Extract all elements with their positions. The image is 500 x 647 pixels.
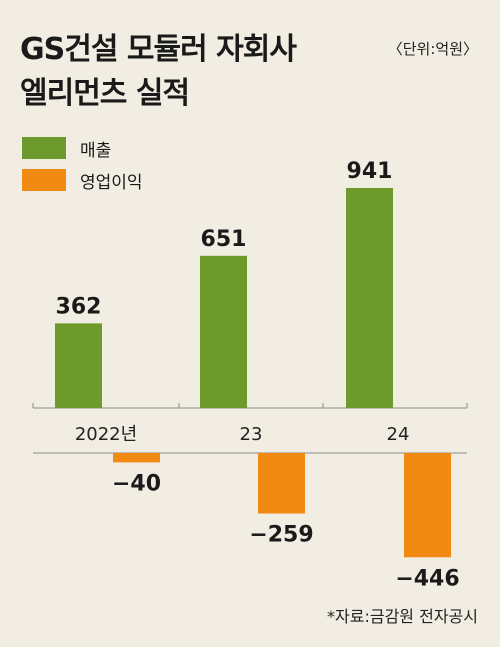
operating-profit-value-label-1: −259	[249, 523, 313, 548]
category-label-0: 2022년	[75, 424, 137, 445]
category-label-2: 24	[387, 424, 410, 445]
sales-value-label-1: 651	[201, 227, 247, 252]
sales-bar-1	[200, 255, 247, 408]
operating-profit-value-label-2: −446	[395, 566, 459, 591]
title-line-1: GS건설 모듈러 자회사	[20, 32, 297, 67]
operating-profit-bar-0	[113, 453, 160, 463]
legend-swatch-sales	[22, 137, 66, 159]
legend-item-sales: 매출	[22, 132, 143, 164]
sales-value-label-2: 941	[347, 159, 393, 184]
sales-bar-2	[346, 188, 393, 408]
operating-profit-bar-2	[404, 453, 451, 558]
operating-profit-value-label-0: −40	[112, 471, 161, 496]
category-label-1: 23	[240, 424, 263, 445]
title-line-2: 엘리먼츠 실적	[20, 76, 190, 111]
legend-label-sales: 매출	[80, 140, 112, 161]
legend-swatch-operating-profit	[22, 169, 66, 191]
sales-value-label-0: 362	[56, 294, 102, 319]
sales-bar-0	[55, 323, 102, 408]
legend: 매출 영업이익	[22, 132, 143, 196]
unit-label: 〈단위:억원〉	[387, 40, 478, 58]
chart-title: GS건설 모듈러 자회사 엘리먼츠 실적	[20, 28, 297, 116]
source-note: *자료:금감원 전자공시	[327, 607, 478, 626]
legend-item-operating-profit: 영업이익	[22, 164, 143, 196]
operating-profit-bar-1	[258, 453, 305, 514]
legend-label-operating-profit: 영업이익	[80, 172, 143, 193]
